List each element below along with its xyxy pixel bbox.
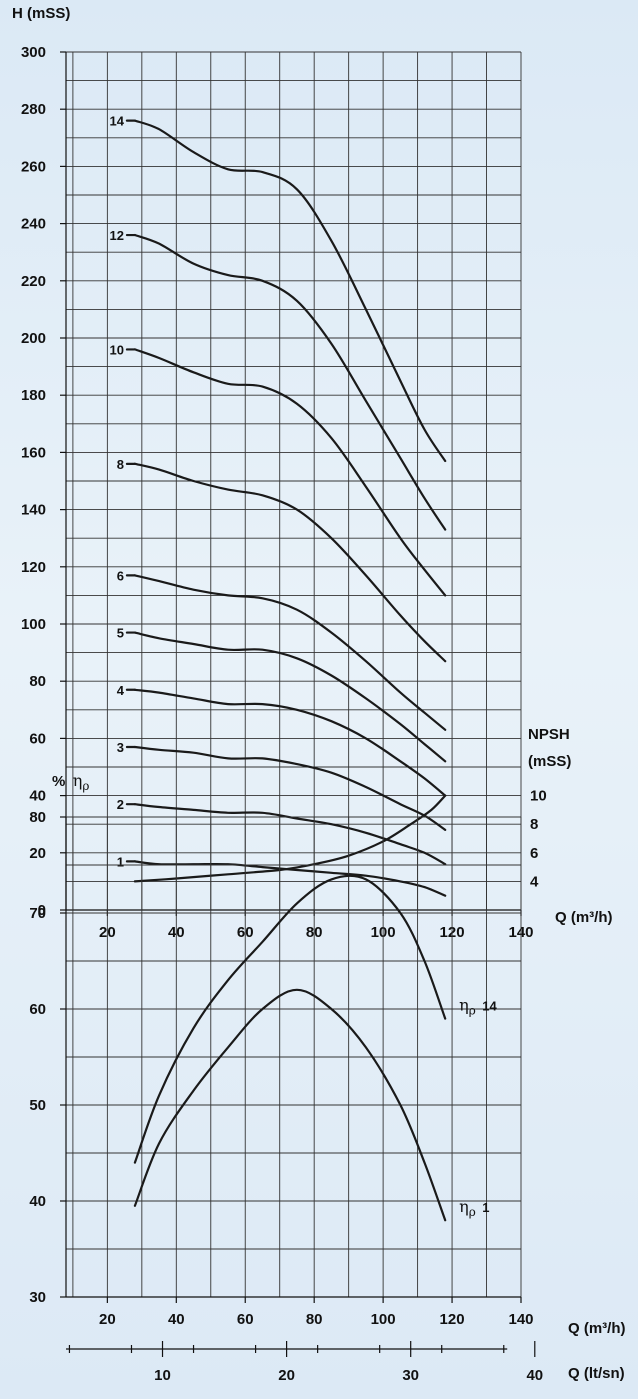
head-curve-12 <box>133 233 447 531</box>
head-curve-3 <box>133 745 447 831</box>
secondary-x-tick-label: 40 <box>526 1367 543 1384</box>
efficiency-x-tick-label: 80 <box>306 1311 323 1328</box>
efficiency-x-tick-label: 120 <box>440 1311 465 1328</box>
head-y-tick-label: 0 <box>38 902 46 919</box>
efficiency-chart-grid <box>66 816 522 1297</box>
efficiency-axis-title: % ηρ <box>52 771 89 793</box>
head-curve-label-2: 2 <box>117 797 124 812</box>
efficiency-y-tick-label: 80 <box>29 809 46 826</box>
head-curve-label-5: 5 <box>117 626 124 641</box>
head-y-tick-label: 140 <box>21 502 46 519</box>
head-y-tick-label: 80 <box>29 673 46 690</box>
head-curve-1 <box>133 860 447 897</box>
npsh-tick-label: 8 <box>530 816 538 833</box>
eta-subscript: ρ <box>82 779 89 793</box>
head-chart-x-ticks: 20 40 60 80 100 120 140 <box>99 910 534 941</box>
head-y-tick-label: 200 <box>21 330 46 347</box>
npsh-axis-ticks: 10 8 6 4 <box>530 788 547 891</box>
secondary-x-tick-label: 30 <box>402 1367 419 1384</box>
head-curve-label-8: 8 <box>117 457 124 472</box>
efficiency-curve-label-1: ηρ 1 <box>459 1197 489 1219</box>
head-chart-curve-labels: 14 12 10 8 6 5 4 3 2 1 <box>109 114 137 869</box>
head-y-tick-label: 100 <box>21 616 46 633</box>
efficiency-chart-x-ticks: 20 40 60 80 100 120 140 <box>99 1297 534 1328</box>
head-y-tick-label: 300 <box>21 44 46 61</box>
head-x-axis-title: Q (m³/h) <box>555 909 613 926</box>
head-y-tick-label: 160 <box>21 444 46 461</box>
efficiency-y-tick-label: 60 <box>29 1001 46 1018</box>
secondary-x-tick-label: 10 <box>154 1367 171 1384</box>
efficiency-secondary-x-axis-title: Q (lt/sn) <box>568 1365 625 1382</box>
head-y-tick-label: 240 <box>21 216 46 233</box>
head-curve-8 <box>133 462 447 663</box>
efficiency-y-tick-label: 40 <box>29 1193 46 1210</box>
efficiency-curve-number: 14 <box>482 999 497 1014</box>
npsh-axis-title-line2: (mSS) <box>528 753 571 770</box>
efficiency-curve-14 <box>133 874 447 1164</box>
npsh-axis-title-line1: NPSH <box>528 726 570 743</box>
head-curve-label-4: 4 <box>117 683 125 698</box>
head-y-tick-label: 260 <box>21 158 46 175</box>
efficiency-curve-number: 1 <box>482 1200 489 1215</box>
head-y-tick-label: 20 <box>29 845 46 862</box>
efficiency-x-tick-label: 100 <box>371 1311 396 1328</box>
head-curve-label-10: 10 <box>109 342 123 357</box>
npsh-tick-label: 6 <box>530 845 538 862</box>
secondary-x-tick-label: 20 <box>278 1367 295 1384</box>
head-curve-label-6: 6 <box>117 568 124 583</box>
efficiency-curve-1 <box>133 988 447 1222</box>
efficiency-axis-percent: % <box>52 773 65 790</box>
eta-symbol: η <box>459 1197 469 1216</box>
head-y-tick-label: 220 <box>21 273 46 290</box>
head-curve-2 <box>133 803 447 866</box>
head-curve-10 <box>133 348 447 597</box>
eta-symbol: η <box>459 996 469 1015</box>
head-curve-4 <box>133 688 447 797</box>
efficiency-x-tick-label: 20 <box>99 1311 116 1328</box>
npsh-tick-label: 10 <box>530 788 547 805</box>
npsh-tick-label: 4 <box>530 873 539 890</box>
head-y-tick-label: 40 <box>29 788 46 805</box>
efficiency-chart-secondary-x-axis: 10 20 30 40 <box>66 1341 543 1384</box>
eta-symbol: η <box>73 771 83 790</box>
efficiency-x-tick-label: 60 <box>237 1311 254 1328</box>
head-curve-5 <box>133 631 447 763</box>
head-curve-6 <box>133 574 447 731</box>
eta-subscript: ρ <box>469 1205 476 1219</box>
efficiency-chart-y-ticks: 30 40 50 60 70 80 <box>29 809 66 1306</box>
head-chart-grid <box>66 51 522 910</box>
head-y-tick-label: 280 <box>21 101 46 118</box>
efficiency-chart-axes <box>65 817 521 1298</box>
head-curve-label-1: 1 <box>117 854 124 869</box>
head-chart: 0204060801001201401601802002202402602803… <box>12 5 613 941</box>
eta-subscript: ρ <box>469 1004 476 1018</box>
efficiency-y-tick-label: 70 <box>29 905 46 922</box>
head-curve-label-3: 3 <box>117 740 124 755</box>
head-axis-title: H (mSS) <box>12 5 70 22</box>
head-curve-14 <box>133 119 447 463</box>
head-chart-curves <box>133 119 447 897</box>
head-chart-y-ticks: 0 20 40 60 80 100 120 140 160 180 200 220 240 260 280 3… <box>21 44 66 919</box>
efficiency-x-axis-title: Q (m³/h) <box>568 1320 626 1337</box>
head-y-tick-label: 60 <box>29 730 46 747</box>
efficiency-curve-label-14: ηρ 14 <box>459 996 497 1018</box>
efficiency-y-tick-label: 30 <box>29 1289 46 1306</box>
head-curve-label-14: 14 <box>109 114 124 129</box>
head-curve-label-12: 12 <box>109 228 123 243</box>
head-y-tick-label: 180 <box>21 387 46 404</box>
efficiency-y-tick-label: 50 <box>29 1097 46 1114</box>
efficiency-x-tick-label: 140 <box>508 1311 533 1328</box>
efficiency-chart-curves <box>133 874 447 1222</box>
head-y-tick-label: 120 <box>21 559 46 576</box>
efficiency-x-tick-label: 40 <box>168 1311 185 1328</box>
